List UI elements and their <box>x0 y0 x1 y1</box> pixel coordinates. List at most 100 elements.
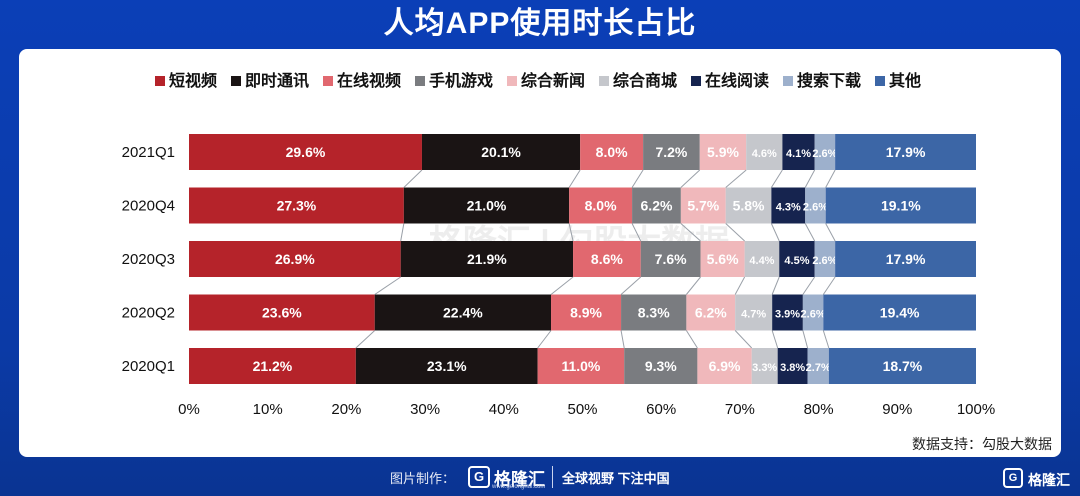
bar-segment <box>640 241 701 277</box>
bar-segment <box>680 187 726 224</box>
x-tick-label: 0% <box>178 401 200 418</box>
connector-line <box>734 330 753 349</box>
connector-line <box>403 169 423 188</box>
legend-swatch <box>599 76 609 86</box>
bar-segment <box>835 241 976 277</box>
connector-line <box>685 276 701 295</box>
legend-label: 短视频 <box>169 71 217 90</box>
bar-segment <box>189 348 356 384</box>
category-label: 2021Q1 <box>122 144 175 161</box>
data-label: 23.6% <box>262 305 302 321</box>
connector-line <box>771 330 779 349</box>
data-label: 22.4% <box>443 305 483 321</box>
bar-segment <box>632 187 681 224</box>
category-label: 2020Q4 <box>122 198 175 215</box>
bar-segment <box>828 348 976 384</box>
data-label: 19.4% <box>880 305 920 321</box>
bar-segment <box>825 187 976 224</box>
bar-segment <box>700 241 745 277</box>
bar-segment <box>751 348 778 384</box>
bar-segment <box>814 241 836 277</box>
connector-line <box>374 276 401 295</box>
legend-label: 搜索下载 <box>797 71 861 90</box>
bar-segment <box>189 294 375 331</box>
bar-segment <box>421 134 581 170</box>
bar-segment <box>805 187 826 224</box>
bar-segment <box>569 187 633 224</box>
bar-segment <box>580 134 644 170</box>
bar-segment <box>814 134 836 170</box>
bar-segment <box>744 241 780 277</box>
data-label: 11.0% <box>561 358 600 374</box>
bar-segment <box>573 241 641 277</box>
connector-line <box>537 330 552 349</box>
legend-label: 即时通讯 <box>245 72 309 90</box>
x-tick-label: 20% <box>331 401 361 418</box>
data-label: 2.6% <box>801 309 826 321</box>
data-label: 4.4% <box>749 255 774 267</box>
legend-swatch <box>783 76 793 86</box>
bar-segment <box>771 187 806 224</box>
footer-slogan: 全球视野 下注中国 <box>562 471 670 486</box>
chart-panel: 格隆汇 | 勾股大数据短视频即时通讯在线视频手机游戏综合新闻综合商城在线阅读搜索… <box>19 49 1061 457</box>
connector-line <box>802 330 809 349</box>
footer-divider <box>552 466 553 488</box>
connector-line <box>680 223 701 242</box>
connector-line <box>770 223 780 242</box>
x-tick-label: 60% <box>646 401 676 418</box>
bar-segment <box>551 294 622 331</box>
data-label: 17.9% <box>886 251 926 267</box>
bar-segment <box>802 294 824 331</box>
bar-segment <box>777 348 808 384</box>
data-label: 19.1% <box>881 198 921 214</box>
connector-line <box>804 169 816 188</box>
connector-line <box>725 223 745 242</box>
data-label: 6.2% <box>695 305 727 321</box>
connector-line <box>822 276 836 295</box>
data-label: 4.5% <box>784 255 809 267</box>
bar-segment <box>807 348 829 384</box>
bar-segment <box>772 294 803 331</box>
legend-swatch <box>415 76 425 86</box>
bar-segment <box>624 348 698 384</box>
bar-segment <box>686 294 736 331</box>
legend-label: 在线阅读 <box>705 71 769 90</box>
data-label: 21.9% <box>467 251 507 267</box>
data-label: 2.7% <box>806 362 831 374</box>
connector-line <box>825 169 836 188</box>
connector-line <box>802 276 816 295</box>
data-label: 6.9% <box>709 358 741 374</box>
corner-brand: 格隆汇 <box>1028 472 1070 488</box>
bar-segment <box>621 294 687 331</box>
x-tick-label: 30% <box>410 401 440 418</box>
connector-line <box>568 223 574 242</box>
legend-label: 在线视频 <box>337 71 401 90</box>
legend-swatch <box>155 76 165 86</box>
x-tick-label: 10% <box>253 401 283 418</box>
data-label: 7.2% <box>655 144 687 160</box>
data-source: 数据支持：勾股大数据 <box>912 436 1052 452</box>
data-label: 8.6% <box>591 251 623 267</box>
connector-line <box>550 276 574 295</box>
footer-brand: 格隆汇 <box>494 470 545 489</box>
connector-line <box>685 330 698 349</box>
connector-line <box>734 276 746 295</box>
stacked-bar-chart: 格隆汇 | 勾股大数据短视频即时通讯在线视频手机游戏综合新闻综合商城在线阅读搜索… <box>122 71 996 418</box>
corner-logo-icon: G <box>1003 468 1023 488</box>
bar-segment <box>374 294 552 331</box>
x-tick-label: 90% <box>882 401 912 418</box>
bar-segment <box>643 134 700 170</box>
x-tick-label: 40% <box>489 401 519 418</box>
connector-line <box>400 223 405 242</box>
data-label: 5.7% <box>687 198 719 214</box>
data-label: 5.6% <box>707 251 739 267</box>
data-label: 3.9% <box>775 309 800 321</box>
legend-swatch <box>323 76 333 86</box>
bar-segment <box>782 134 815 170</box>
legend-label: 其他 <box>889 71 921 90</box>
data-label: 17.9% <box>886 144 926 160</box>
connector-line <box>822 330 830 349</box>
bar-segment <box>699 134 747 170</box>
data-label: 2.6% <box>803 202 828 214</box>
bar-segment <box>779 241 815 277</box>
